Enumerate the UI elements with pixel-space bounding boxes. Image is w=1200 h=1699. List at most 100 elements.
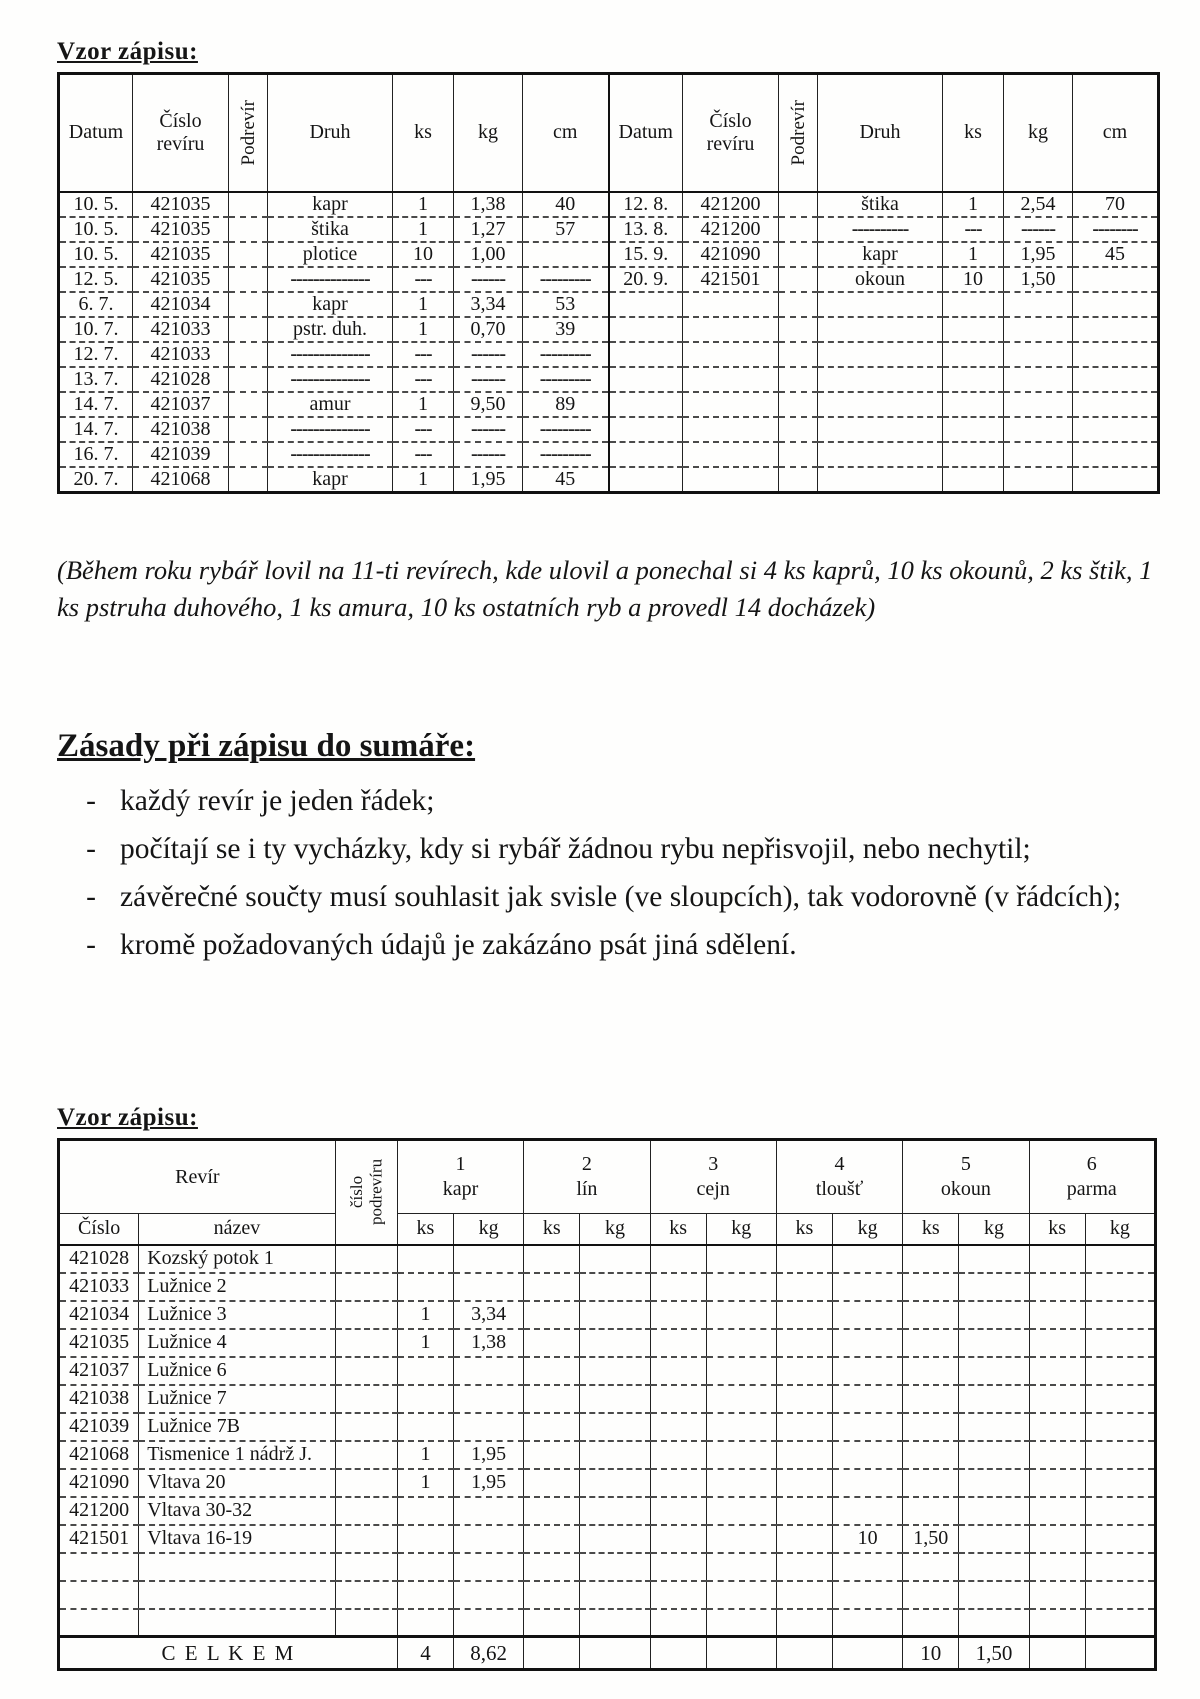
t1-cell	[607, 440, 683, 467]
t2-value-cell: 10	[832, 1523, 904, 1553]
t1-cell	[778, 390, 818, 417]
t2-value-cell	[453, 1551, 525, 1581]
t1-cell	[1003, 290, 1073, 317]
t1-cell: 13. 7.	[58, 365, 133, 392]
t2-value-cell	[832, 1551, 904, 1581]
t2-header-ks: ks	[649, 1213, 707, 1246]
t1-cell: 14. 7.	[58, 390, 133, 417]
t1-cell: 421200	[682, 191, 779, 217]
yearly-summary-note: (Během roku rybář lovil na 11-ti revírec…	[57, 555, 1153, 622]
t2-value-cell	[1028, 1244, 1086, 1273]
t2-value-cell	[649, 1299, 707, 1329]
t2-nazev-cell: Lužnice 2	[138, 1271, 336, 1301]
t2-header-revir: Revír	[58, 1139, 336, 1214]
catch-log-table: Datum Číslo revíru Podrevír Druh ks kg c…	[57, 72, 1160, 494]
t2-podrevir-cell	[334, 1355, 398, 1385]
t1-cell: 20. 7.	[58, 465, 133, 492]
t1-cell: kapr	[817, 240, 943, 267]
t1-cell	[607, 465, 683, 492]
t2-value-cell	[396, 1551, 455, 1581]
t2-value-cell: 1,38	[453, 1327, 525, 1357]
t2-value-cell	[958, 1271, 1030, 1301]
t2-value-cell	[579, 1439, 651, 1469]
t2-value-cell	[1084, 1607, 1157, 1637]
t1-header-druh-left: Druh	[267, 73, 393, 193]
t2-value-cell	[775, 1244, 834, 1273]
catch-log-row: 10. 5. 421035 štika 1 1,27 57 13. 8. 421200 ----…	[58, 215, 1159, 242]
t2-value-cell	[775, 1439, 834, 1469]
t1-cell: 12. 7.	[58, 340, 133, 367]
rule-item-4: - kromě požadovaných údajů je zakázáno ps…	[62, 926, 1137, 965]
t1-cell: 12. 5.	[58, 265, 133, 292]
t2-total-row: C E L K E M 4 8,62 10 1,50	[58, 1635, 1157, 1670]
t1-cell: 89	[522, 390, 609, 417]
t2-value-cell	[1084, 1439, 1157, 1469]
t2-header-ks: ks	[396, 1213, 455, 1246]
t1-cell	[942, 390, 1004, 417]
t2-value-cell	[832, 1411, 904, 1441]
t2-podrevir-cell	[334, 1551, 398, 1581]
t1-cell: ---	[392, 415, 454, 442]
rule-text: kromě požadovaných údajů je zakázáno psá…	[120, 928, 797, 961]
t2-value-cell	[775, 1495, 834, 1525]
t2-total-cell: 1,50	[958, 1635, 1030, 1670]
t1-cell: pstr. duh.	[267, 315, 393, 342]
t1-header-podrevir-left: Podrevír	[228, 73, 268, 193]
t2-value-cell	[453, 1523, 525, 1553]
t1-cell: 45	[522, 465, 609, 492]
t1-header-ks-left: ks	[392, 73, 454, 193]
t2-cislo-cell: 421035	[57, 1327, 140, 1357]
t2-header-species-4: 4 tloušť	[775, 1139, 904, 1214]
t1-cell: ---	[392, 265, 454, 292]
rules-heading: Zásady při zápisu do sumáře:	[57, 728, 476, 764]
t2-value-cell	[1084, 1383, 1157, 1413]
t1-cell: amur	[267, 390, 393, 417]
t2-value-cell	[1028, 1495, 1086, 1525]
t2-header-ks: ks	[523, 1213, 581, 1246]
sample-record-heading-2: Vzor zápisu:	[57, 1104, 198, 1131]
t2-value-cell	[649, 1523, 707, 1553]
t2-value-cell	[902, 1467, 960, 1497]
t2-value-cell	[705, 1551, 777, 1581]
t2-value-cell	[579, 1411, 651, 1441]
t1-cell	[682, 390, 779, 417]
t2-value-cell	[396, 1411, 455, 1441]
t2-value-cell	[902, 1355, 960, 1385]
t1-cell: 20. 9.	[607, 265, 683, 292]
t2-value-cell	[1028, 1439, 1086, 1469]
t2-header-species-2: 2 lín	[523, 1139, 651, 1214]
t1-cell	[1003, 340, 1073, 367]
t2-header-species-3: 3 cejn	[649, 1139, 777, 1214]
t2-value-cell	[523, 1551, 581, 1581]
t2-value-cell	[396, 1579, 455, 1609]
t2-value-cell	[832, 1327, 904, 1357]
t2-podrevir-cell	[334, 1244, 398, 1273]
t1-header-cm-right: cm	[1072, 73, 1159, 193]
t1-cell: 1	[392, 191, 454, 217]
t2-value-cell	[453, 1495, 525, 1525]
rule-item-2: - počítají se i ty vycházky, kdy si rybář…	[62, 830, 1137, 869]
t1-cell: 1	[392, 465, 454, 492]
summary-row: 421033 Lužnice 2	[57, 1271, 1157, 1301]
catch-log-row: 20. 7. 421068 kapr 1 1,95 45	[58, 465, 1159, 492]
t2-cislo-cell: 421033	[57, 1271, 140, 1301]
t2-value-cell	[775, 1355, 834, 1385]
t1-cell	[607, 365, 683, 392]
t1-cell: 421033	[132, 315, 229, 342]
t1-cell: ------	[1003, 215, 1073, 242]
t2-nazev-cell: Vltava 16-19	[138, 1523, 336, 1553]
t2-podrevir-cell	[334, 1495, 398, 1525]
t1-cell	[607, 315, 683, 342]
t1-cell	[817, 290, 943, 317]
t1-header-podrevir-left-label: Podrevír	[237, 100, 259, 166]
summary-row: 421028 Kozský potok 1	[57, 1244, 1157, 1273]
t2-value-cell	[453, 1244, 525, 1273]
t2-value-cell	[1084, 1523, 1157, 1553]
t1-cell	[778, 240, 818, 267]
t2-value-cell	[1028, 1355, 1086, 1385]
t2-value-cell	[523, 1355, 581, 1385]
t2-value-cell	[649, 1579, 707, 1609]
t2-value-cell	[832, 1355, 904, 1385]
t1-cell	[942, 365, 1004, 392]
t2-header-ks: ks	[902, 1213, 960, 1246]
